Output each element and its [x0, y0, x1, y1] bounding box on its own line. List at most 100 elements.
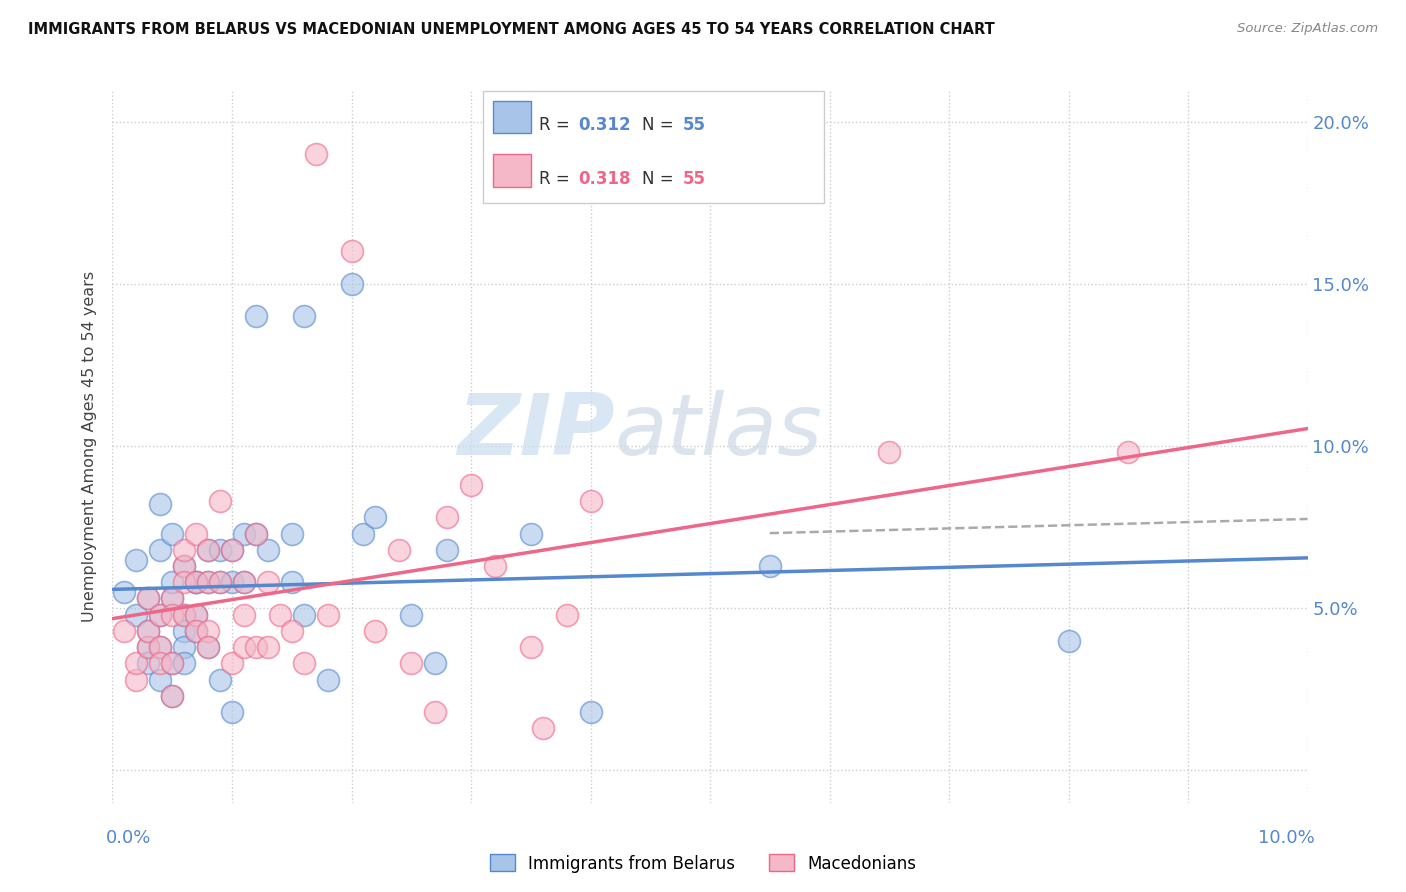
- Point: [173, 607, 195, 622]
- Point: [197, 640, 219, 654]
- Point: [579, 494, 602, 508]
- Point: [257, 542, 280, 557]
- Point: [173, 542, 195, 557]
- Point: [138, 640, 160, 654]
- Point: [125, 673, 148, 687]
- Point: [186, 624, 208, 638]
- Y-axis label: Unemployment Among Ages 45 to 54 years: Unemployment Among Ages 45 to 54 years: [82, 270, 97, 622]
- Point: [114, 624, 135, 638]
- Point: [173, 607, 195, 622]
- Point: [484, 559, 506, 574]
- Point: [162, 657, 183, 671]
- Point: [233, 607, 256, 622]
- Point: [138, 591, 160, 606]
- Point: [209, 542, 232, 557]
- Point: [114, 585, 135, 599]
- Point: [125, 607, 148, 622]
- Point: [281, 526, 304, 541]
- Point: [197, 640, 219, 654]
- Point: [162, 689, 183, 703]
- Point: [138, 624, 160, 638]
- Point: [125, 552, 148, 566]
- Point: [197, 542, 219, 557]
- Point: [221, 542, 243, 557]
- Point: [162, 689, 183, 703]
- Point: [436, 510, 458, 524]
- Point: [162, 591, 183, 606]
- Point: [340, 244, 363, 259]
- Point: [221, 575, 243, 590]
- Point: [173, 575, 195, 590]
- Point: [149, 607, 172, 622]
- Point: [173, 640, 195, 654]
- Point: [353, 526, 375, 541]
- Text: R =: R =: [538, 116, 575, 135]
- Point: [186, 624, 208, 638]
- Text: 55: 55: [682, 116, 706, 135]
- Point: [186, 575, 208, 590]
- Point: [221, 657, 243, 671]
- Point: [197, 575, 219, 590]
- Point: [149, 542, 172, 557]
- Point: [186, 575, 208, 590]
- Point: [138, 640, 160, 654]
- Point: [173, 657, 195, 671]
- Point: [364, 624, 387, 638]
- Point: [1118, 445, 1140, 459]
- Text: N =: N =: [643, 169, 679, 188]
- Point: [257, 575, 280, 590]
- Point: [555, 607, 578, 622]
- Point: [269, 607, 291, 622]
- Point: [436, 542, 458, 557]
- Point: [257, 640, 280, 654]
- Point: [149, 657, 172, 671]
- Point: [879, 445, 901, 459]
- Point: [209, 673, 232, 687]
- Point: [162, 607, 183, 622]
- Point: [209, 575, 232, 590]
- Text: IMMIGRANTS FROM BELARUS VS MACEDONIAN UNEMPLOYMENT AMONG AGES 45 TO 54 YEARS COR: IMMIGRANTS FROM BELARUS VS MACEDONIAN UN…: [28, 22, 995, 37]
- Text: 0.0%: 0.0%: [105, 829, 150, 847]
- Point: [149, 673, 172, 687]
- Point: [245, 526, 267, 541]
- Point: [221, 705, 243, 719]
- FancyBboxPatch shape: [492, 154, 531, 187]
- Point: [1057, 633, 1080, 648]
- Point: [233, 526, 256, 541]
- Point: [316, 673, 339, 687]
- Point: [197, 542, 219, 557]
- Point: [186, 607, 208, 622]
- FancyBboxPatch shape: [492, 101, 531, 134]
- Point: [186, 526, 208, 541]
- Point: [138, 624, 160, 638]
- Point: [138, 591, 160, 606]
- Point: [125, 657, 148, 671]
- Point: [245, 640, 267, 654]
- Point: [759, 559, 782, 574]
- Point: [425, 657, 447, 671]
- Point: [292, 607, 315, 622]
- Text: 10.0%: 10.0%: [1258, 829, 1315, 847]
- Point: [186, 575, 208, 590]
- Point: [245, 526, 267, 541]
- Point: [138, 657, 160, 671]
- Point: [233, 640, 256, 654]
- Text: Source: ZipAtlas.com: Source: ZipAtlas.com: [1237, 22, 1378, 36]
- Point: [305, 147, 328, 161]
- Point: [292, 657, 315, 671]
- Point: [520, 526, 543, 541]
- Point: [460, 478, 482, 492]
- Point: [173, 559, 195, 574]
- Point: [209, 575, 232, 590]
- Point: [173, 559, 195, 574]
- Text: 55: 55: [682, 169, 706, 188]
- Point: [316, 607, 339, 622]
- Point: [364, 510, 387, 524]
- Text: atlas: atlas: [614, 390, 823, 474]
- Point: [233, 575, 256, 590]
- Point: [149, 640, 172, 654]
- Point: [388, 542, 411, 557]
- FancyBboxPatch shape: [484, 91, 824, 203]
- Text: N =: N =: [643, 116, 679, 135]
- Point: [281, 624, 304, 638]
